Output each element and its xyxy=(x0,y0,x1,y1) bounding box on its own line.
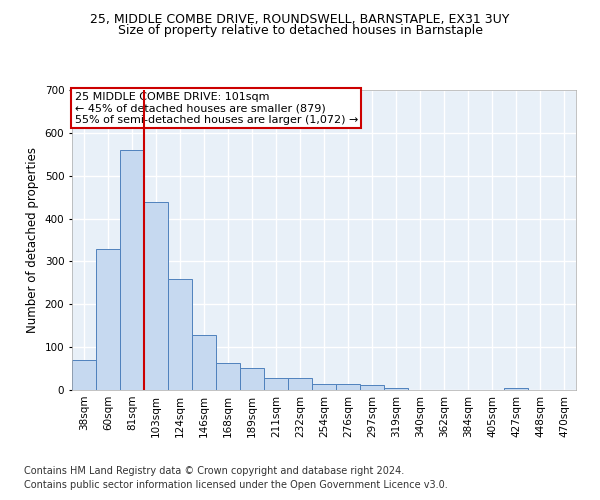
Text: Contains HM Land Registry data © Crown copyright and database right 2024.: Contains HM Land Registry data © Crown c… xyxy=(24,466,404,476)
Bar xyxy=(384,388,408,390)
Bar xyxy=(504,388,528,390)
Text: Contains public sector information licensed under the Open Government Licence v3: Contains public sector information licen… xyxy=(24,480,448,490)
Bar xyxy=(168,280,192,390)
Y-axis label: Number of detached properties: Number of detached properties xyxy=(26,147,39,333)
Bar xyxy=(264,378,288,390)
Text: 25, MIDDLE COMBE DRIVE, ROUNDSWELL, BARNSTAPLE, EX31 3UY: 25, MIDDLE COMBE DRIVE, ROUNDSWELL, BARN… xyxy=(91,12,509,26)
Bar xyxy=(336,384,360,390)
Bar xyxy=(216,363,240,390)
Text: Size of property relative to detached houses in Barnstaple: Size of property relative to detached ho… xyxy=(118,24,482,37)
Bar xyxy=(72,360,96,390)
Bar xyxy=(360,386,384,390)
Bar xyxy=(96,250,120,390)
Bar xyxy=(192,335,216,390)
Bar xyxy=(312,384,336,390)
Bar xyxy=(144,202,168,390)
Bar xyxy=(288,378,312,390)
Bar xyxy=(120,150,144,390)
Text: 25 MIDDLE COMBE DRIVE: 101sqm
← 45% of detached houses are smaller (879)
55% of : 25 MIDDLE COMBE DRIVE: 101sqm ← 45% of d… xyxy=(74,92,358,124)
Bar xyxy=(240,368,264,390)
